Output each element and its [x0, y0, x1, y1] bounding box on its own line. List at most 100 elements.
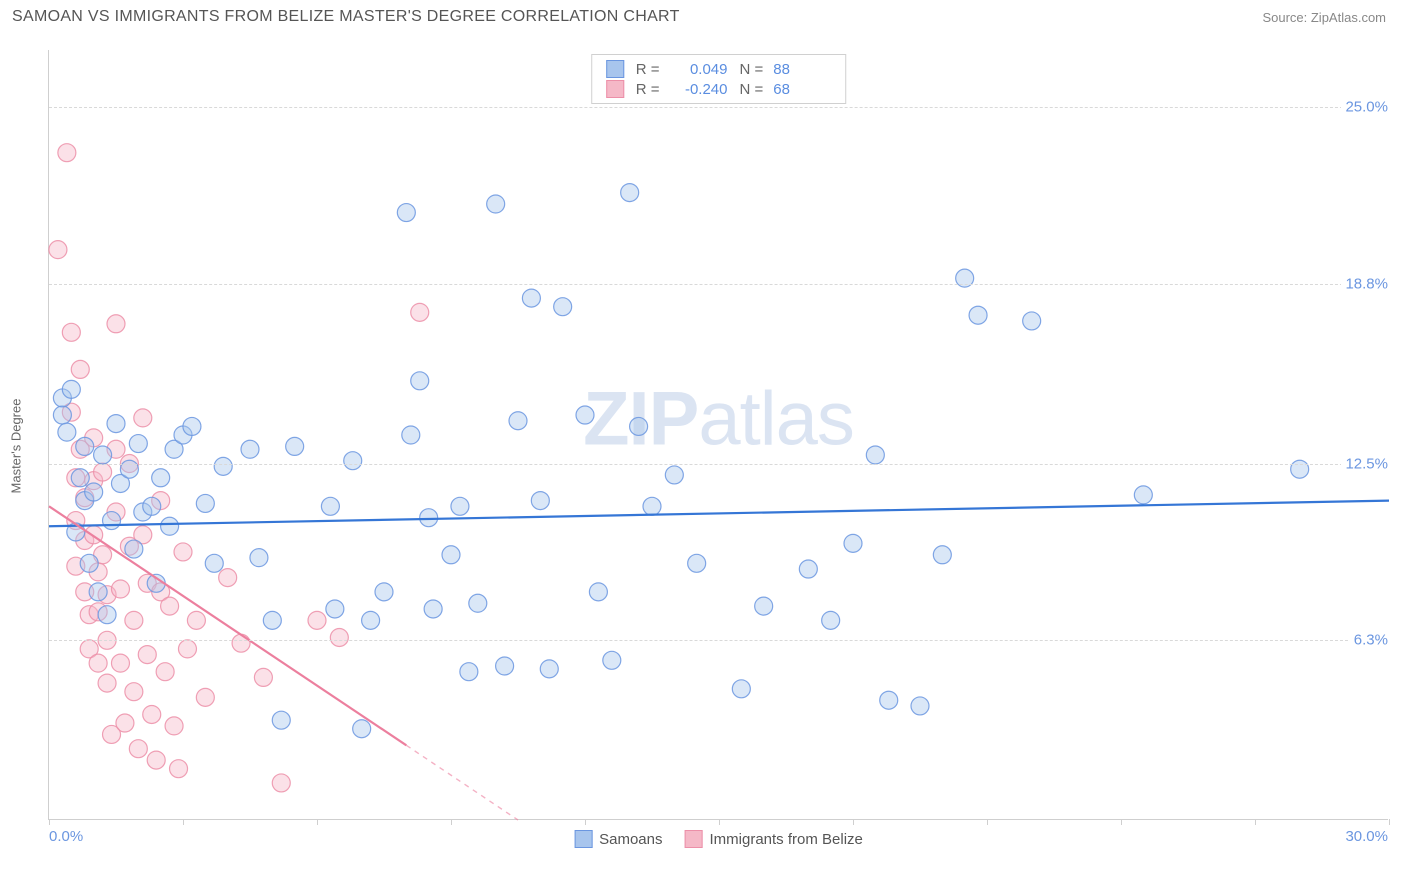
scatter-point	[143, 705, 161, 723]
scatter-point	[125, 611, 143, 629]
scatter-point	[161, 517, 179, 535]
scatter-point	[107, 315, 125, 333]
scatter-point	[116, 714, 134, 732]
scatter-point	[103, 512, 121, 530]
x-tick-mark	[719, 819, 720, 825]
scatter-point	[111, 580, 129, 598]
gridline	[49, 284, 1388, 285]
scatter-point	[344, 452, 362, 470]
scatter-point	[402, 426, 420, 444]
scatter-point	[353, 720, 371, 738]
chart-plot-area: ZIPatlas R = 0.049 N = 88 R = -0.240 N =…	[48, 50, 1388, 820]
scatter-point	[576, 406, 594, 424]
x-tick-mark	[585, 819, 586, 825]
scatter-point	[143, 497, 161, 515]
scatter-point	[522, 289, 540, 307]
legend-item-samoans: Samoans	[574, 830, 662, 848]
scatter-point	[196, 688, 214, 706]
scatter-point	[174, 543, 192, 561]
scatter-point	[241, 440, 259, 458]
scatter-point	[554, 298, 572, 316]
scatter-point	[62, 380, 80, 398]
scatter-point	[375, 583, 393, 601]
x-tick-mark	[451, 819, 452, 825]
correlation-legend: R = 0.049 N = 88 R = -0.240 N = 68	[591, 54, 847, 104]
r-value-belize: -0.240	[670, 81, 728, 98]
legend-item-belize: Immigrants from Belize	[685, 830, 863, 848]
swatch-belize	[606, 80, 624, 98]
scatter-point	[165, 717, 183, 735]
scatter-point	[822, 611, 840, 629]
y-tick-label: 6.3%	[1350, 632, 1392, 649]
scatter-point	[755, 597, 773, 615]
scatter-point	[111, 654, 129, 672]
n-value-samoans: 88	[773, 61, 831, 78]
y-tick-label: 12.5%	[1341, 455, 1392, 472]
n-value-belize: 68	[773, 81, 831, 98]
source-attribution: Source: ZipAtlas.com	[1262, 10, 1386, 25]
scatter-point	[232, 634, 250, 652]
scatter-point	[844, 534, 862, 552]
scatter-point	[196, 494, 214, 512]
scatter-point	[183, 417, 201, 435]
scatter-point	[621, 184, 639, 202]
scatter-point	[911, 697, 929, 715]
scatter-point	[424, 600, 442, 618]
scatter-point	[71, 360, 89, 378]
scatter-point	[219, 569, 237, 587]
trend-line	[49, 506, 406, 745]
scatter-point	[496, 657, 514, 675]
scatter-point	[451, 497, 469, 515]
scatter-point	[71, 469, 89, 487]
legend-row-samoans: R = 0.049 N = 88	[606, 59, 832, 79]
y-axis-label: Master's Degree	[9, 399, 24, 494]
scatter-point	[49, 241, 67, 259]
x-tick-mark	[1255, 819, 1256, 825]
swatch-samoans	[606, 60, 624, 78]
scatter-point	[866, 446, 884, 464]
gridline	[49, 107, 1388, 108]
scatter-point	[98, 606, 116, 624]
x-tick-mark	[1389, 819, 1390, 825]
x-tick-mark	[317, 819, 318, 825]
scatter-point	[933, 546, 951, 564]
swatch-icon	[685, 830, 703, 848]
scatter-point	[125, 540, 143, 558]
scatter-point	[178, 640, 196, 658]
scatter-point	[487, 195, 505, 213]
scatter-point	[98, 674, 116, 692]
y-tick-label: 25.0%	[1341, 99, 1392, 116]
scatter-point	[58, 144, 76, 162]
scatter-point	[688, 554, 706, 572]
scatter-point	[665, 466, 683, 484]
swatch-icon	[574, 830, 592, 848]
scatter-point	[540, 660, 558, 678]
scatter-point	[161, 597, 179, 615]
x-tick-mark	[49, 819, 50, 825]
scatter-point	[509, 412, 527, 430]
scatter-point	[330, 628, 348, 646]
scatter-point	[603, 651, 621, 669]
scatter-point	[969, 306, 987, 324]
gridline	[49, 640, 1388, 641]
x-axis-min: 0.0%	[49, 828, 83, 845]
scatter-point	[326, 600, 344, 618]
scatter-svg	[49, 50, 1388, 819]
scatter-point	[272, 774, 290, 792]
scatter-point	[89, 654, 107, 672]
scatter-point	[53, 406, 71, 424]
scatter-point	[531, 492, 549, 510]
scatter-point	[286, 437, 304, 455]
gridline	[49, 464, 1388, 465]
scatter-point	[397, 204, 415, 222]
scatter-point	[589, 583, 607, 601]
scatter-point	[152, 469, 170, 487]
scatter-point	[362, 611, 380, 629]
x-tick-mark	[987, 819, 988, 825]
scatter-point	[469, 594, 487, 612]
scatter-point	[420, 509, 438, 527]
scatter-point	[630, 417, 648, 435]
scatter-point	[643, 497, 661, 515]
r-value-samoans: 0.049	[670, 61, 728, 78]
x-axis-max: 30.0%	[1345, 828, 1388, 845]
